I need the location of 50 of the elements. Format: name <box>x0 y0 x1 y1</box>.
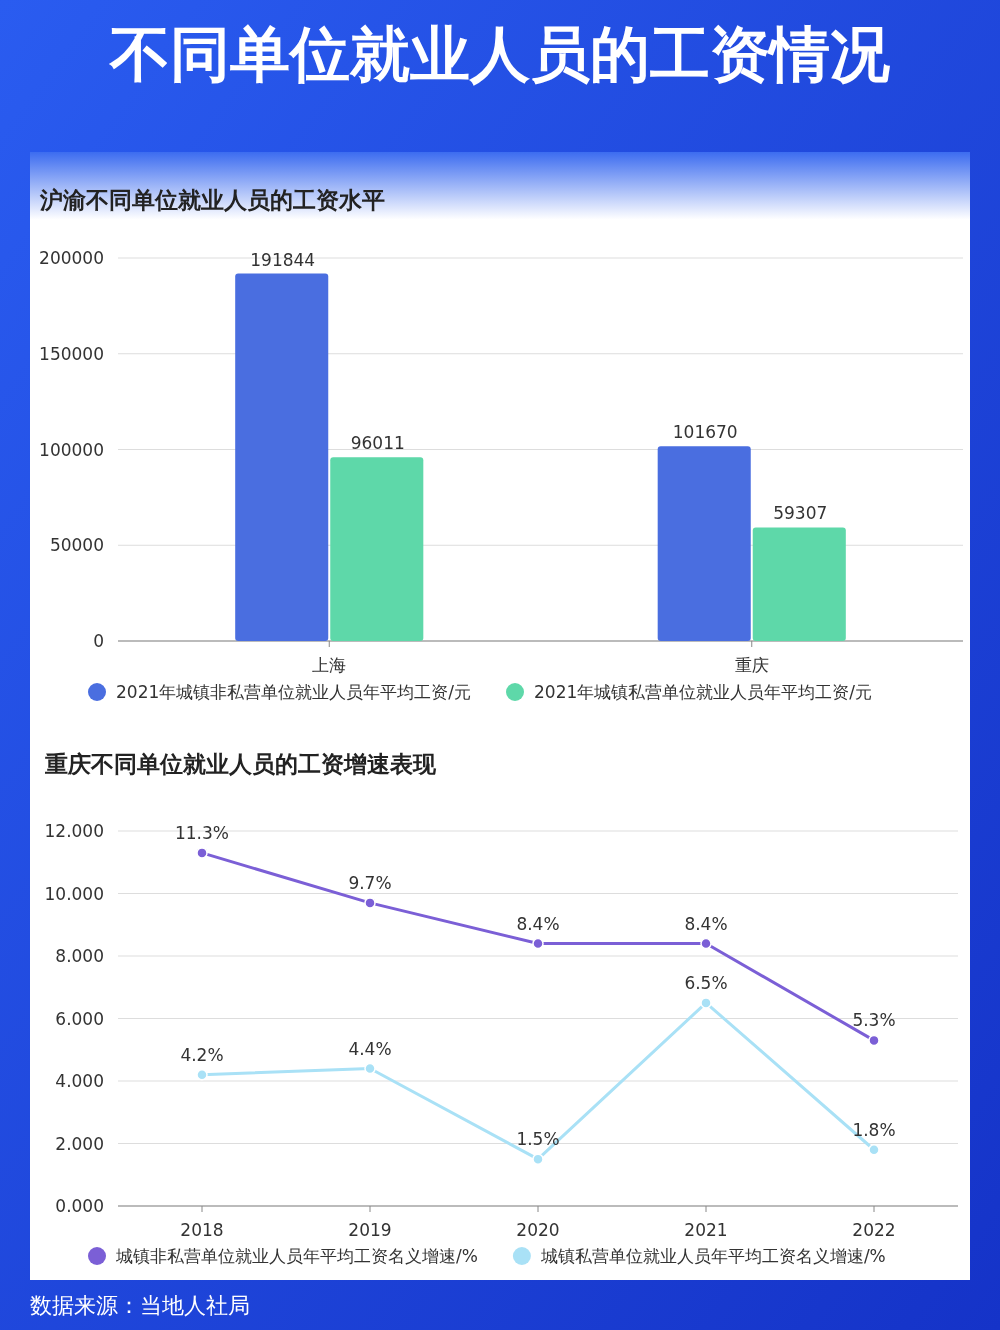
bar <box>235 273 329 641</box>
y-tick-label: 4.000 <box>55 1071 104 1091</box>
y-tick-label: 50000 <box>49 535 104 556</box>
data-label: 1.8% <box>852 1119 896 1140</box>
y-tick-label: 6.000 <box>55 1008 104 1029</box>
y-tick-label: 8.000 <box>55 946 104 966</box>
bar <box>752 527 846 641</box>
source-note: 数据来源：当地人社局 <box>30 1293 250 1318</box>
bar <box>330 457 424 641</box>
data-label: 8.4% <box>516 913 560 934</box>
point <box>532 1153 544 1165</box>
point <box>196 847 208 859</box>
x-tick-label: 2021 <box>684 1220 728 1240</box>
data-label: 11.3% <box>174 822 230 843</box>
data-label: 191844 <box>250 249 316 270</box>
y-tick-label: 100000 <box>39 439 104 460</box>
data-label: 4.4% <box>348 1038 392 1059</box>
legend-label: 城镇私营单位就业人员年平均工资名义增速/% <box>539 1246 886 1266</box>
chart-subtitle: 沪渝不同单位就业人员的工资水平 <box>39 187 385 213</box>
y-tick-label: 2.000 <box>55 1133 104 1154</box>
x-tick-label: 2020 <box>516 1220 560 1240</box>
y-tick-label: 0.000 <box>55 1196 104 1216</box>
bar <box>657 446 751 641</box>
legend-label: 2021年城镇非私营单位就业人员年平均工资/元 <box>116 682 471 702</box>
point <box>364 897 376 909</box>
legend-label: 城镇非私营单位就业人员年平均工资名义增速/% <box>115 1246 478 1266</box>
x-tick-label: 2022 <box>852 1220 896 1240</box>
y-tick-label: 0 <box>93 631 104 651</box>
data-label: 59307 <box>773 503 828 524</box>
x-tick-label: 重庆 <box>734 655 769 675</box>
x-tick-label: 上海 <box>312 655 347 675</box>
x-tick-label: 2018 <box>180 1220 224 1240</box>
chart-title: 重庆不同单位就业人员的工资增速表现 <box>44 751 437 777</box>
data-label: 1.5% <box>516 1129 560 1150</box>
data-label: 96011 <box>350 433 405 454</box>
point <box>700 997 712 1009</box>
y-tick-label: 10.000 <box>44 883 104 904</box>
data-label: 101670 <box>672 422 738 443</box>
y-tick-label: 200000 <box>39 248 104 268</box>
data-label: 5.3% <box>852 1010 896 1031</box>
data-label: 9.7% <box>348 872 392 893</box>
data-label: 6.5% <box>684 972 728 993</box>
data-label: 4.2% <box>180 1044 224 1065</box>
legend-label: 2021年城镇私营单位就业人员年平均工资/元 <box>534 682 872 702</box>
y-tick-label: 150000 <box>39 343 104 364</box>
point <box>196 1069 208 1081</box>
x-tick-label: 2019 <box>348 1220 392 1240</box>
y-tick-label: 12.000 <box>44 821 104 841</box>
data-label: 8.4% <box>684 913 728 934</box>
chart-title: 不同单位就业人员的工资情况 <box>108 19 890 89</box>
